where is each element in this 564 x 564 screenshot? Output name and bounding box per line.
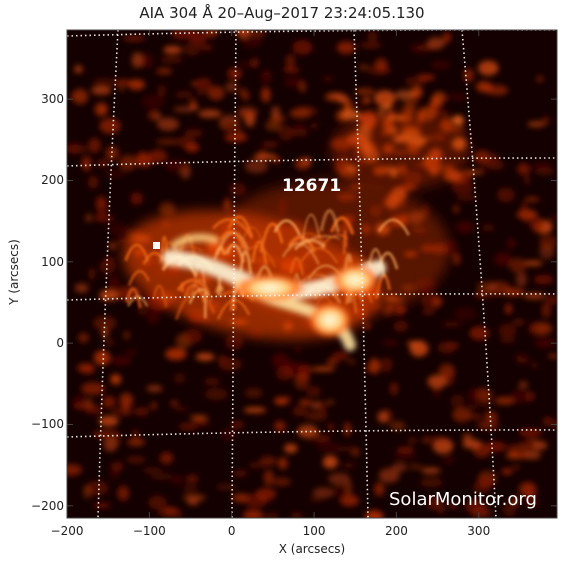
x-tick-label: 100 bbox=[302, 524, 326, 538]
x-tick-label: −200 bbox=[50, 524, 84, 538]
image-area bbox=[67, 30, 557, 518]
x-tick-label: 0 bbox=[227, 524, 236, 538]
x-axis-label: X (arcsecs) bbox=[278, 542, 346, 556]
chromospheric-network bbox=[67, 30, 557, 518]
y-tick-label: −200 bbox=[31, 498, 64, 513]
y-tick-label: 0 bbox=[56, 336, 64, 351]
plot-frame bbox=[66, 29, 558, 519]
active-region-number: 12671 bbox=[282, 176, 342, 196]
y-axis-label: Y (arcsecs) bbox=[7, 239, 21, 305]
y-tick-label: 200 bbox=[41, 173, 64, 188]
x-tick-label: 200 bbox=[384, 524, 408, 538]
x-tick-label: −100 bbox=[132, 524, 166, 538]
bright-kernel bbox=[153, 242, 160, 249]
x-tick-label: 300 bbox=[467, 524, 491, 538]
watermark: SolarMonitor.org bbox=[389, 489, 537, 510]
image-title: AIA 304 Å 20–Aug–2017 23:24:05.130 bbox=[139, 4, 425, 22]
y-tick-label: 100 bbox=[41, 254, 64, 269]
y-tick-label: 300 bbox=[41, 92, 64, 107]
heliographic-grid bbox=[67, 30, 557, 518]
y-tick-label: −100 bbox=[31, 417, 64, 432]
axis-ticks bbox=[66, 30, 557, 518]
